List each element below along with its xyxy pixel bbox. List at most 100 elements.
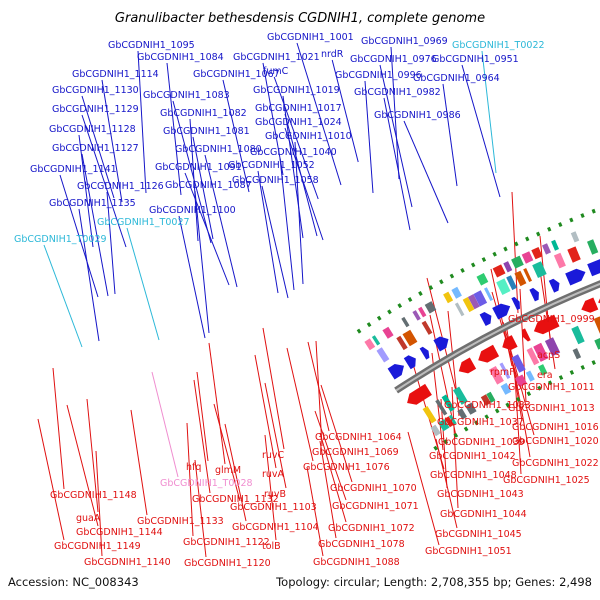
gene-label-bottom: GbCGDNIH1_1104 — [232, 522, 319, 533]
gene-label-top: GbCGDNIH1_1040 — [250, 147, 337, 158]
feature-block — [503, 261, 513, 273]
forward-gene-arrow — [387, 364, 404, 380]
gene-label-top: GbCGDNIH1_1001 — [267, 32, 354, 43]
topology-text: Topology: circular; Length: 2,708,355 bp… — [275, 575, 592, 589]
map-title: Granulibacter bethesdensis CGDNIH1, comp… — [115, 11, 485, 26]
gene-label-bottom: guaA — [76, 513, 101, 524]
leader-line — [184, 172, 230, 286]
gene-label-bottom: GbCGDNIH1_1011 — [508, 382, 595, 393]
feature-block — [422, 406, 437, 424]
gene-label-bottom: GbCGDNIH1_1078 — [318, 539, 405, 550]
leader-line — [66, 404, 99, 527]
gene-label-bottom: GbCGDNIH1_1149 — [54, 541, 141, 552]
forward-gene-arrow — [548, 278, 560, 293]
leader-line — [78, 134, 94, 248]
forward-gene-arrow — [419, 346, 430, 360]
feature-block — [506, 275, 517, 291]
gene-label-top: GbCGDNIH1_0986 — [374, 110, 461, 121]
gene-label-top: GbCGDNIH1_1128 — [49, 124, 136, 135]
leader-line — [81, 95, 115, 199]
feature-block — [484, 287, 494, 301]
gene-label-bottom: era — [537, 370, 553, 381]
leader-line — [186, 422, 194, 537]
leader-line — [514, 376, 522, 475]
gene-label-top: GbCGDNIH1_1087 — [165, 180, 252, 191]
feature-block — [438, 419, 450, 432]
reverse-gene-arrow — [407, 383, 432, 405]
leader-line — [208, 342, 226, 465]
feature-block — [473, 290, 488, 307]
feature-block — [435, 399, 448, 416]
gene-label-top: GbCGDNIH1_1135 — [49, 198, 136, 209]
feature-block — [402, 329, 418, 347]
reverse-gene-arrow — [581, 297, 599, 313]
feature-block — [441, 394, 455, 412]
leader-line — [137, 50, 147, 194]
leader-line — [52, 367, 65, 490]
gene-label-top: GbCGDNIH1_T0022 — [452, 40, 545, 51]
gene-label-bottom: GbCGDNIH1_1025 — [503, 475, 590, 486]
gene-label-top: GbCGDNIH1_1082 — [160, 108, 247, 119]
gene-label-top: GbCGDNIH1_1017 — [255, 103, 342, 114]
gene-label-bottom: GbCGDNIH1_1042 — [429, 451, 516, 462]
gene-label-top: fumC — [263, 66, 289, 77]
feature-block — [371, 335, 381, 346]
feature-block — [533, 342, 549, 362]
feature-block — [451, 286, 462, 299]
gene-label-top: GbCGDNIH1_T0029 — [14, 234, 107, 245]
feature-block — [525, 370, 535, 382]
feature-block — [567, 246, 581, 263]
feature-block — [424, 301, 437, 314]
gene-label-bottom: GbCGDNIH1_1039 — [438, 437, 525, 448]
leader-line — [320, 384, 353, 483]
gene-label-top: GbCGDNIH1_1083 — [143, 90, 230, 101]
feature-block — [396, 335, 408, 351]
leader-line — [224, 423, 247, 522]
leader-line — [284, 127, 324, 241]
leader-line — [294, 141, 304, 285]
leader-line — [37, 418, 65, 541]
gene-label-top: GbCGDNIH1_T0027 — [97, 217, 190, 228]
feature-block — [571, 325, 585, 345]
reverse-gene-arrow — [533, 314, 560, 335]
feature-block — [499, 362, 511, 379]
leader-line — [262, 62, 284, 176]
leader-line — [319, 432, 347, 523]
leader-line — [315, 340, 323, 447]
gene-label-bottom: GbCGDNIH1_1022 — [512, 458, 599, 469]
leader-line — [461, 64, 501, 198]
gene-label-bottom: rpmF — [490, 367, 515, 378]
leader-line — [213, 403, 241, 502]
gene-label-top: GbCGDNIH1_1127 — [52, 143, 139, 154]
feature-block — [443, 291, 454, 304]
leader-line — [279, 157, 295, 291]
leader-line — [166, 62, 182, 196]
leader-line — [81, 114, 127, 248]
gene-label-bottom: ruvA — [262, 469, 285, 480]
gene-label-top: GbCGDNIH1_1067 — [193, 69, 280, 80]
leader-line — [264, 382, 287, 489]
gene-label-top: GbCGDNIH1_1058 — [232, 175, 319, 186]
leader-line — [513, 367, 531, 458]
leader-line — [254, 354, 277, 469]
feature-block — [511, 255, 524, 269]
leader-line — [43, 244, 83, 348]
feature-block — [511, 354, 526, 373]
reverse-gene-arrow — [522, 328, 531, 342]
gene-label-bottom: GbCGDNIH1_1120 — [184, 558, 271, 569]
gene-label-bottom: GbCGDNIH1_1016 — [512, 422, 599, 433]
feature-block — [364, 338, 376, 351]
gene-label-top: GbCGDNIH1_1021 — [233, 52, 320, 63]
leader-line — [261, 185, 289, 299]
genome-backbone-highlight — [395, 282, 600, 392]
feature-block — [500, 382, 512, 395]
leader-line — [390, 46, 400, 180]
gene-label-bottom: GbCGDNIH1_1144 — [76, 527, 163, 538]
leader-line — [481, 50, 497, 174]
leader-line — [383, 97, 411, 231]
gene-label-bottom: GbCGDNIH1_1069 — [312, 447, 399, 458]
leader-line — [331, 59, 359, 163]
feature-block — [593, 316, 600, 334]
leader-line — [296, 42, 342, 186]
